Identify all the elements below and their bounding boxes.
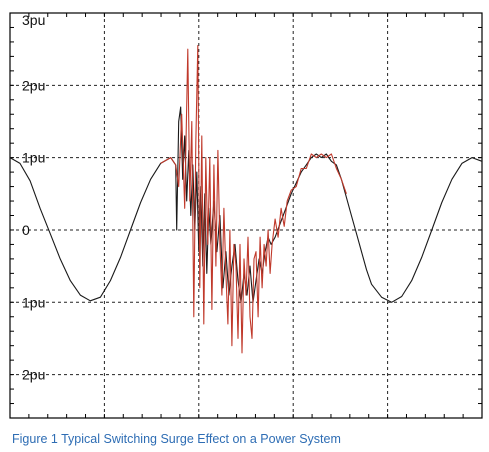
y-tick-label-0: 3pu [22, 12, 45, 28]
y-tick-label-1: 2pu [22, 77, 45, 93]
y-tick-label-5: 2pu [22, 367, 45, 383]
chart-svg: 3pu 2pu 1pu 0 1pu 2pu [9, 12, 483, 419]
y-tick-label-3: 0 [22, 222, 30, 238]
grid-lines [10, 13, 482, 418]
y-tick-label-4: 1pu [22, 294, 45, 310]
plot-frame [9, 12, 483, 419]
figure-caption: Figure 1 Typical Switching Surge Effect … [12, 432, 341, 446]
tick-labels: 3pu 2pu 1pu 0 1pu 2pu [22, 12, 45, 383]
series-line-1 [160, 44, 347, 354]
y-tick-label-2: 1pu [22, 150, 45, 166]
minor-ticks [9, 12, 482, 419]
series-line-0 [9, 106, 483, 303]
series-group [9, 44, 483, 354]
